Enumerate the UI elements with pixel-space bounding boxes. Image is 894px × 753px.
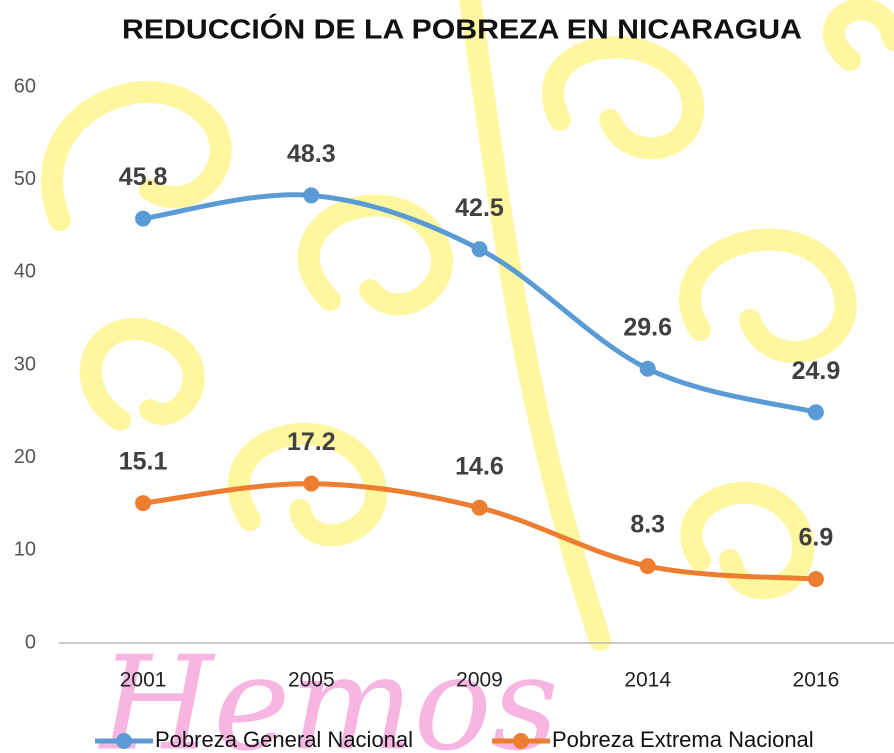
point-marker (135, 495, 152, 512)
y-tick-label: 0 (25, 631, 36, 653)
point-marker (471, 241, 488, 258)
x-tick-label: 2014 (624, 669, 671, 692)
x-tick-label: 2016 (793, 669, 840, 692)
data-label: 8.3 (630, 511, 665, 539)
legend-marker (116, 733, 132, 749)
data-label: 24.9 (792, 357, 841, 385)
point-marker (135, 210, 152, 227)
data-label: 17.2 (287, 428, 336, 456)
y-tick-label: 30 (14, 353, 36, 375)
legend-label: Pobreza General Nacional (155, 727, 413, 752)
point-marker (471, 499, 488, 516)
series-line (140, 192, 819, 415)
x-tick-label: 2005 (288, 669, 335, 692)
point-marker (303, 475, 320, 492)
legend-marker (513, 733, 529, 749)
background-text: Hemos (98, 628, 559, 753)
y-tick-label: 40 (14, 261, 36, 283)
point-marker (807, 404, 824, 421)
point-marker (639, 558, 656, 575)
data-label: 45.8 (119, 163, 168, 191)
point-marker (303, 187, 320, 204)
background-swirls (41, 0, 894, 651)
y-tick-label: 50 (14, 168, 36, 190)
point-marker (639, 360, 656, 377)
y-tick-label: 60 (14, 75, 36, 97)
data-label: 42.5 (455, 194, 504, 222)
chart-title: REDUCCIÓN DE LA POBREZA EN NICARAGUA (122, 13, 802, 44)
point-marker (807, 571, 824, 588)
y-tick-label: 20 (14, 446, 36, 468)
data-label: 29.6 (623, 313, 672, 341)
x-tick-label: 2009 (456, 669, 503, 692)
data-label: 14.6 (455, 452, 504, 480)
data-label: 15.1 (119, 448, 168, 476)
x-tick-label: 2001 (120, 669, 167, 692)
y-tick-label: 10 (14, 539, 36, 561)
data-label: 6.9 (799, 524, 834, 552)
legend-label: Pobreza Extrema Nacional (552, 727, 814, 752)
data-label: 48.3 (287, 140, 336, 168)
